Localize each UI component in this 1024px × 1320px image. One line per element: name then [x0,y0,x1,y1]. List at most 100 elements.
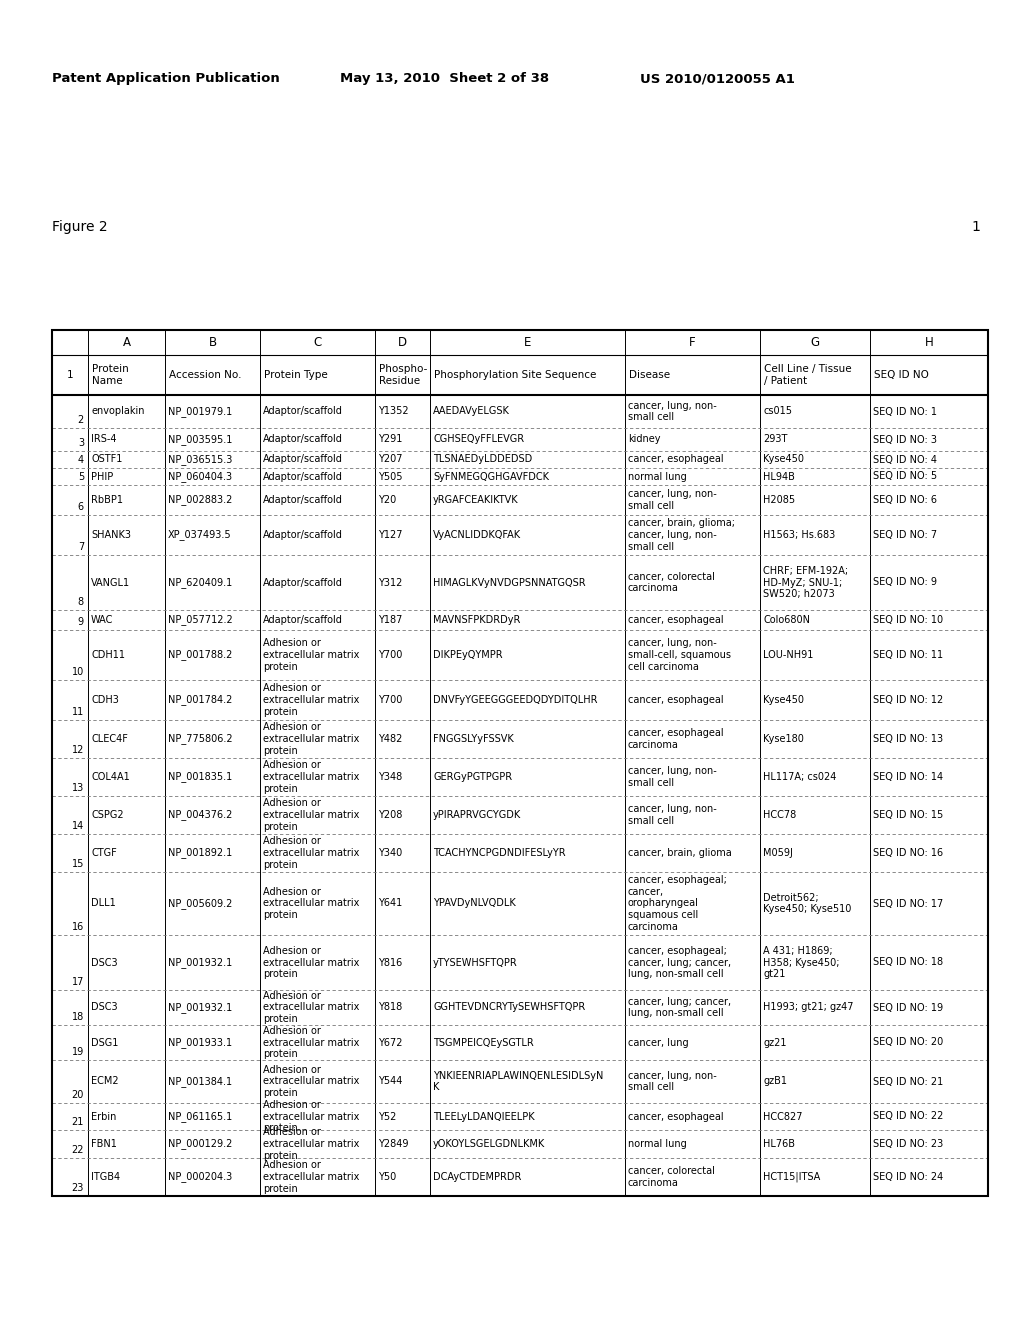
Text: Y312: Y312 [378,578,402,587]
Text: cancer, esophageal
carcinoma: cancer, esophageal carcinoma [628,729,724,750]
Text: TCACHYNCPGDNDIFESLyYR: TCACHYNCPGDNDIFESLyYR [433,847,565,858]
Text: Colo680N: Colo680N [763,615,810,624]
Text: NP_060404.3: NP_060404.3 [168,471,232,482]
Text: CHRF; EFM-192A;
HD-MyZ; SNU-1;
SW520; h2073: CHRF; EFM-192A; HD-MyZ; SNU-1; SW520; h2… [763,566,848,599]
Text: cancer, lung, non-
small cell: cancer, lung, non- small cell [628,1071,717,1093]
Text: normal lung: normal lung [628,1139,687,1148]
Text: SEQ ID NO: 11: SEQ ID NO: 11 [873,649,943,660]
Text: Y672: Y672 [378,1038,402,1048]
Text: CLEC4F: CLEC4F [91,734,128,744]
Text: 11: 11 [72,708,84,717]
Text: HL117A; cs024: HL117A; cs024 [763,772,837,781]
Text: DSC3: DSC3 [91,1002,118,1012]
Text: SEQ ID NO: 14: SEQ ID NO: 14 [873,772,943,781]
Text: NP_001933.1: NP_001933.1 [168,1038,232,1048]
Text: Adhesion or
extracellular matrix
protein: Adhesion or extracellular matrix protein [263,1160,359,1193]
Text: 2: 2 [78,414,84,425]
Text: May 13, 2010  Sheet 2 of 38: May 13, 2010 Sheet 2 of 38 [340,73,549,84]
Text: Y544: Y544 [378,1077,402,1086]
Text: Y187: Y187 [378,615,402,624]
Text: Y700: Y700 [378,649,402,660]
Text: SEQ ID NO: 7: SEQ ID NO: 7 [873,531,937,540]
Text: Adhesion or
extracellular matrix
protein: Adhesion or extracellular matrix protein [263,1065,359,1098]
Bar [52,330,988,1196]
Text: Y641: Y641 [378,899,402,908]
Text: NP_001835.1: NP_001835.1 [168,772,232,783]
Text: H2085: H2085 [763,495,795,506]
Text: cs015: cs015 [763,407,792,417]
Text: 5: 5 [78,473,84,482]
Text: SEQ ID NO: 5: SEQ ID NO: 5 [873,471,937,482]
Text: 6: 6 [78,502,84,512]
Text: Adaptor/scaffold: Adaptor/scaffold [263,531,343,540]
Text: TLSNAEDyLDDEDSD: TLSNAEDyLDDEDSD [433,454,532,465]
Text: DLL1: DLL1 [91,899,116,908]
Text: 4: 4 [78,455,84,465]
Text: Adhesion or
extracellular matrix
protein: Adhesion or extracellular matrix protein [263,684,359,717]
Text: FBN1: FBN1 [91,1139,117,1148]
Text: SyFNMEGQGHGAVFDCK: SyFNMEGQGHGAVFDCK [433,471,549,482]
Text: cancer, lung; cancer,
lung, non-small cell: cancer, lung; cancer, lung, non-small ce… [628,997,731,1018]
Text: HCC78: HCC78 [763,810,797,820]
Text: Adaptor/scaffold: Adaptor/scaffold [263,434,343,445]
Text: HIMAGLKVyNVDGPSNNATGQSR: HIMAGLKVyNVDGPSNNATGQSR [433,578,586,587]
Text: LOU-NH91: LOU-NH91 [763,649,813,660]
Text: cancer, lung, non-
small cell: cancer, lung, non- small cell [628,490,717,511]
Text: 10: 10 [72,667,84,677]
Text: Y700: Y700 [378,696,402,705]
Text: VyACNLIDDKQFAK: VyACNLIDDKQFAK [433,531,521,540]
Text: WAC: WAC [91,615,114,624]
Text: Kyse450: Kyse450 [763,454,804,465]
Text: 293T: 293T [763,434,787,445]
Text: E: E [524,337,531,348]
Text: MAVNSFPKDRDyR: MAVNSFPKDRDyR [433,615,520,624]
Text: SEQ ID NO: 19: SEQ ID NO: 19 [873,1002,943,1012]
Text: H1563; Hs.683: H1563; Hs.683 [763,531,836,540]
Text: M059J: M059J [763,847,793,858]
Text: cancer, lung, non-
small-cell, squamous
cell carcinoma: cancer, lung, non- small-cell, squamous … [628,639,731,672]
Text: Adaptor/scaffold: Adaptor/scaffold [263,495,343,506]
Text: Adaptor/scaffold: Adaptor/scaffold [263,471,343,482]
Text: cancer, brain, glioma;
cancer, lung, non-
small cell: cancer, brain, glioma; cancer, lung, non… [628,519,735,552]
Text: NP_002883.2: NP_002883.2 [168,495,232,506]
Text: SEQ ID NO: 20: SEQ ID NO: 20 [873,1038,943,1048]
Text: 18: 18 [72,1012,84,1022]
Text: Patent Application Publication: Patent Application Publication [52,73,280,84]
Text: H: H [925,337,933,348]
Text: Adhesion or
extracellular matrix
protein: Adhesion or extracellular matrix protein [263,887,359,920]
Text: Adhesion or
extracellular matrix
protein: Adhesion or extracellular matrix protein [263,799,359,832]
Text: 3: 3 [78,438,84,447]
Text: Figure 2: Figure 2 [52,220,108,234]
Text: Erbin: Erbin [91,1111,117,1122]
Text: US 2010/0120055 A1: US 2010/0120055 A1 [640,73,795,84]
Text: Detroit562;
Kyse450; Kyse510: Detroit562; Kyse450; Kyse510 [763,892,851,915]
Text: Cell Line / Tissue
/ Patient: Cell Line / Tissue / Patient [764,364,852,385]
Text: yPIRAPRVGCYGDK: yPIRAPRVGCYGDK [433,810,521,820]
Text: 12: 12 [72,744,84,755]
Text: FNGGSLYyFSSVK: FNGGSLYyFSSVK [433,734,514,744]
Text: cancer, lung: cancer, lung [628,1038,688,1048]
Text: cancer, colorectal
carcinoma: cancer, colorectal carcinoma [628,1166,715,1188]
Text: TSGMPEICQEySGTLR: TSGMPEICQEySGTLR [433,1038,534,1048]
Text: Y1352: Y1352 [378,407,409,417]
Text: SEQ ID NO: 17: SEQ ID NO: 17 [873,899,943,908]
Text: Y208: Y208 [378,810,402,820]
Text: SEQ ID NO: SEQ ID NO [874,370,929,380]
Text: B: B [209,337,216,348]
Text: Disease: Disease [629,370,670,380]
Text: NP_061165.1: NP_061165.1 [168,1111,232,1122]
Text: 23: 23 [72,1183,84,1193]
Text: SEQ ID NO: 21: SEQ ID NO: 21 [873,1077,943,1086]
Text: Phospho-
Residue: Phospho- Residue [379,364,427,385]
Text: NP_005609.2: NP_005609.2 [168,898,232,909]
Text: NP_620409.1: NP_620409.1 [168,577,232,587]
Text: NP_036515.3: NP_036515.3 [168,454,232,465]
Text: SEQ ID NO: 24: SEQ ID NO: 24 [873,1172,943,1181]
Text: RbBP1: RbBP1 [91,495,123,506]
Text: C: C [313,337,322,348]
Text: kidney: kidney [628,434,660,445]
Text: cancer, esophageal: cancer, esophageal [628,454,724,465]
Text: Adhesion or
extracellular matrix
protein: Adhesion or extracellular matrix protein [263,837,359,870]
Text: 19: 19 [72,1047,84,1057]
Text: A 431; H1869;
H358; Kyse450;
gt21: A 431; H1869; H358; Kyse450; gt21 [763,946,840,979]
